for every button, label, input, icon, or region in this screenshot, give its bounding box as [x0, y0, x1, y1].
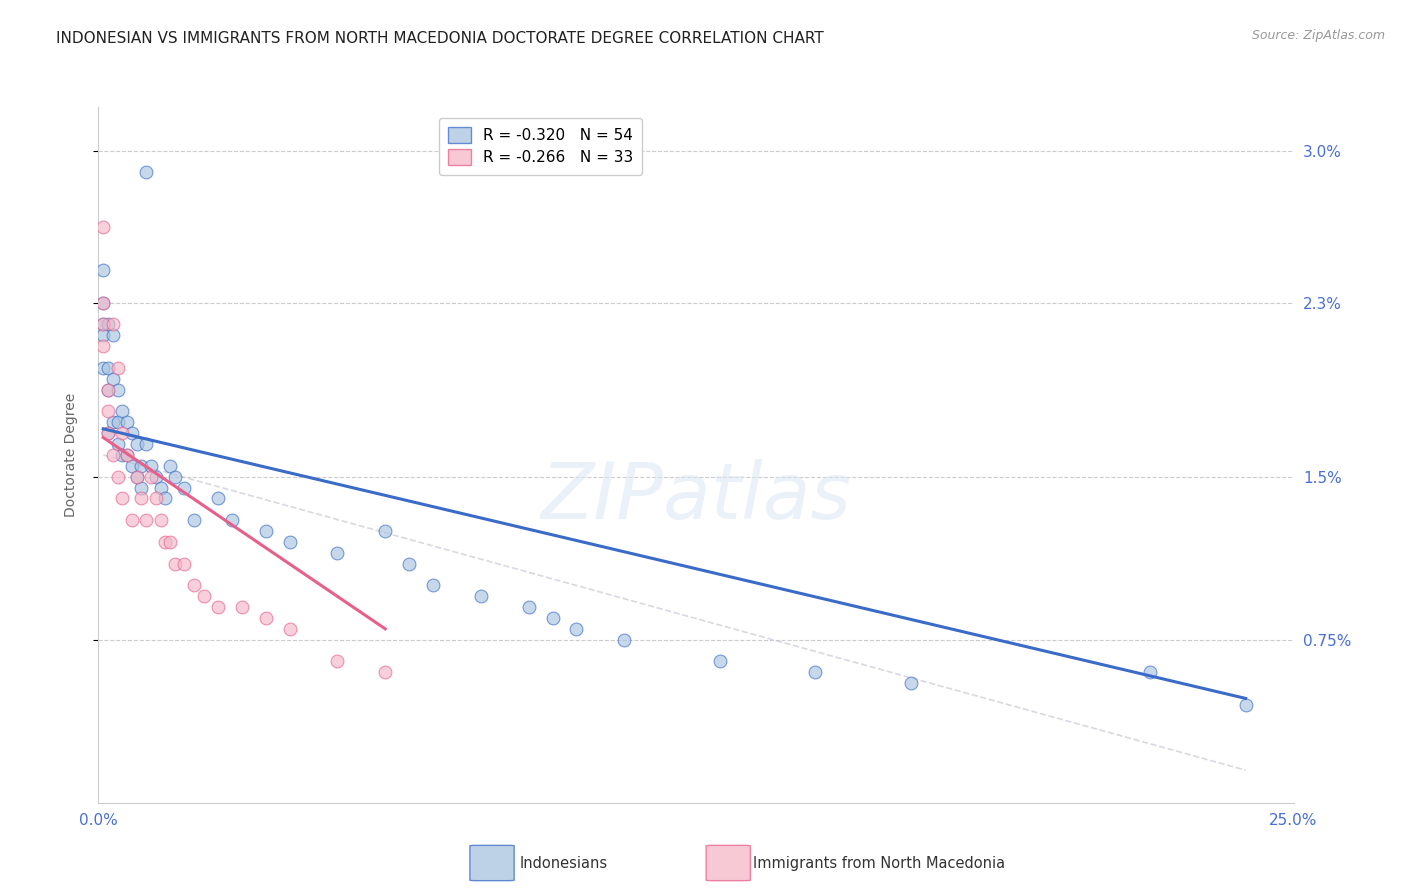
Point: [121, 513, 143, 527]
Point: [97, 404, 120, 418]
Point: [139, 458, 162, 473]
Point: [97, 426, 120, 441]
Point: [422, 578, 444, 592]
Point: [183, 578, 205, 592]
Point: [221, 513, 243, 527]
Point: [159, 534, 181, 549]
Point: [278, 534, 301, 549]
Point: [91, 295, 114, 310]
Point: [101, 328, 124, 343]
Point: [163, 469, 186, 483]
Point: [159, 458, 181, 473]
Point: [91, 339, 114, 353]
Point: [207, 600, 229, 615]
Point: [91, 360, 114, 375]
Point: [1234, 698, 1257, 712]
Point: [107, 469, 129, 483]
Point: [374, 665, 396, 680]
Point: [145, 491, 167, 506]
Point: [107, 360, 129, 375]
Point: [135, 513, 157, 527]
Legend: R = -0.320   N = 54, R = -0.266   N = 33: R = -0.320 N = 54, R = -0.266 N = 33: [439, 118, 643, 175]
Point: [183, 513, 205, 527]
Point: [207, 491, 229, 506]
Point: [135, 165, 157, 179]
Point: [131, 491, 153, 506]
Point: [101, 318, 124, 332]
Point: [125, 469, 148, 483]
Point: [131, 481, 153, 495]
Point: [149, 481, 172, 495]
Point: [613, 632, 636, 647]
Text: INDONESIAN VS IMMIGRANTS FROM NORTH MACEDONIA DOCTORATE DEGREE CORRELATION CHART: INDONESIAN VS IMMIGRANTS FROM NORTH MACE…: [56, 31, 824, 46]
Y-axis label: Doctorate Degree: Doctorate Degree: [63, 392, 77, 517]
Point: [91, 328, 114, 343]
Point: [804, 665, 827, 680]
Point: [91, 318, 114, 332]
Point: [97, 426, 120, 441]
Point: [326, 546, 349, 560]
FancyBboxPatch shape: [470, 846, 515, 880]
Point: [163, 557, 186, 571]
Point: [131, 458, 153, 473]
Point: [125, 469, 148, 483]
Point: [97, 383, 120, 397]
Point: [155, 491, 177, 506]
Point: [193, 589, 215, 603]
Point: [231, 600, 253, 615]
Point: [97, 383, 120, 397]
Point: [91, 263, 114, 277]
Point: [709, 655, 731, 669]
Point: [101, 415, 124, 429]
Point: [115, 448, 138, 462]
Point: [115, 415, 138, 429]
Point: [173, 557, 195, 571]
Point: [254, 611, 277, 625]
FancyBboxPatch shape: [706, 846, 751, 880]
Point: [101, 448, 124, 462]
Point: [155, 534, 177, 549]
Point: [145, 469, 167, 483]
Point: [111, 426, 134, 441]
Point: [121, 458, 143, 473]
Point: [107, 383, 129, 397]
Point: [398, 557, 420, 571]
Point: [470, 589, 492, 603]
Point: [326, 655, 349, 669]
Point: [278, 622, 301, 636]
Point: [1139, 665, 1161, 680]
Text: ZIPatlas: ZIPatlas: [540, 458, 852, 534]
Point: [541, 611, 564, 625]
Point: [135, 437, 157, 451]
Point: [101, 372, 124, 386]
Point: [107, 437, 129, 451]
Point: [111, 448, 134, 462]
Point: [97, 318, 120, 332]
Point: [107, 415, 129, 429]
Point: [125, 437, 148, 451]
Point: [565, 622, 588, 636]
Text: Source: ZipAtlas.com: Source: ZipAtlas.com: [1251, 29, 1385, 42]
Point: [149, 513, 172, 527]
Point: [111, 491, 134, 506]
Point: [111, 404, 134, 418]
Point: [374, 524, 396, 538]
Point: [517, 600, 540, 615]
Point: [254, 524, 277, 538]
Point: [91, 295, 114, 310]
Point: [91, 318, 114, 332]
Point: [173, 481, 195, 495]
Point: [900, 676, 922, 690]
Point: [139, 469, 162, 483]
Point: [91, 219, 114, 234]
Point: [97, 360, 120, 375]
Text: Indonesians: Indonesians: [520, 855, 609, 871]
Text: Immigrants from North Macedonia: Immigrants from North Macedonia: [754, 855, 1005, 871]
Point: [115, 448, 138, 462]
Point: [121, 426, 143, 441]
